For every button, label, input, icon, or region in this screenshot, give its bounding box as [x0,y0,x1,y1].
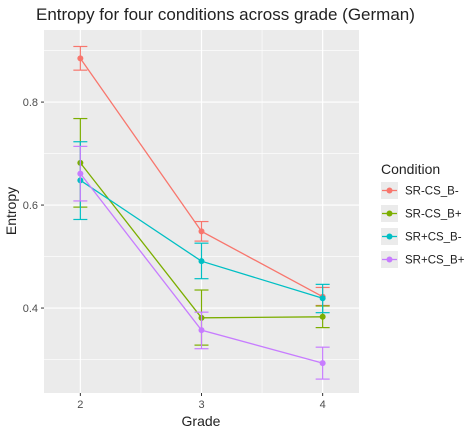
series-3 [73,145,330,380]
y-axis-title: Entropy [3,187,19,235]
data-point [198,228,205,235]
x-axis-title: Grade [182,413,221,429]
y-tick-label: 0.8 [23,97,38,109]
legend-item: SR+CS_B- [381,228,462,245]
data-point [77,55,84,62]
legend-item: SR+CS_B+ [381,251,465,268]
x-tick-label: 2 [77,399,83,411]
x-tick-label: 3 [198,399,204,411]
data-point [198,258,205,265]
legend-key-point [386,233,393,240]
legend-label: SR-CS_B+ [405,209,462,221]
data-point [319,360,326,367]
legend-label: SR+CS_B- [405,232,462,244]
y-tick-label: 0.6 [23,200,38,212]
series-layer [73,45,330,380]
data-point [319,313,326,320]
legend-key-point [386,187,393,194]
data-point [198,327,205,334]
legend: Condition SR-CS_B- SR-CS_B+ SR+CS_B- SR+CS_… [381,161,465,268]
legend-item: SR-CS_B+ [381,205,462,222]
legend-key-point [386,256,393,263]
y-tick-label: 0.4 [23,303,38,315]
legend-label: SR-CS_B- [405,186,459,198]
legend-key-point [386,210,393,217]
legend-label: SR+CS_B+ [405,255,465,267]
data-point [319,295,326,302]
legend-item: SR-CS_B- [381,182,459,199]
axes: 0.4 0.6 0.8 2 3 4 [23,97,326,411]
x-tick-label: 4 [320,399,326,411]
legend-title: Condition [381,161,440,177]
data-point [77,170,84,177]
chart-title: Entropy for four conditions across grade… [36,5,415,24]
